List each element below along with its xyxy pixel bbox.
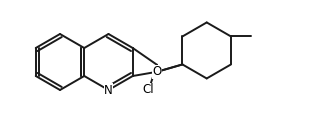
Text: O: O	[152, 65, 162, 78]
Text: Cl: Cl	[143, 83, 155, 96]
Text: N: N	[104, 83, 113, 96]
